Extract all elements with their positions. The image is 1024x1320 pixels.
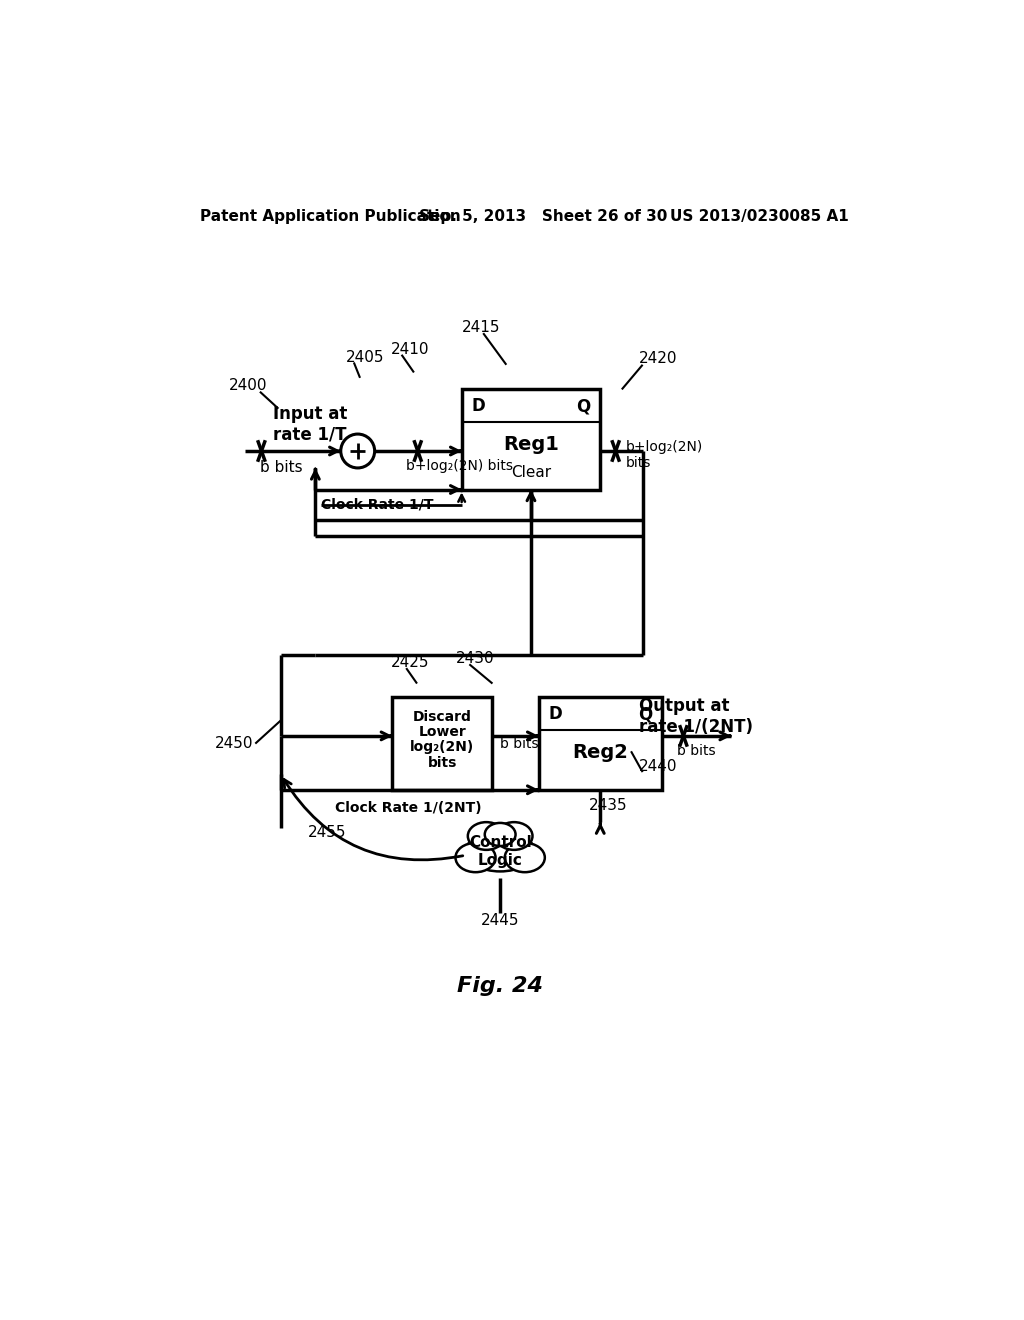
Ellipse shape [505,843,545,873]
Ellipse shape [456,843,496,873]
Text: Control
Logic: Control Logic [469,836,531,867]
Bar [392,697,493,789]
Text: Discard: Discard [413,710,472,725]
Text: D: D [549,705,562,723]
Text: 2400: 2400 [229,378,267,393]
Text: Q: Q [638,705,652,723]
Bar [539,697,662,789]
Text: Input at
rate 1/T: Input at rate 1/T [273,405,347,444]
Text: Output at
rate 1/(2NT): Output at rate 1/(2NT) [639,697,753,737]
Text: Q: Q [577,397,591,416]
Text: Patent Application Publication: Patent Application Publication [200,209,461,223]
Text: Fig. 24: Fig. 24 [457,977,543,997]
Text: Clock Rate 1/(2NT): Clock Rate 1/(2NT) [335,800,481,814]
Text: 2430: 2430 [456,651,495,667]
Text: Clear: Clear [511,465,551,480]
Ellipse shape [468,822,505,850]
Text: b+log₂(2N) bits: b+log₂(2N) bits [407,459,513,474]
Text: US 2013/0230085 A1: US 2013/0230085 A1 [670,209,848,223]
Text: b bits: b bits [260,461,302,475]
Text: b+log₂(2N)
bits: b+log₂(2N) bits [626,440,702,470]
Text: 2420: 2420 [639,351,677,366]
Text: Clock Rate 1/T: Clock Rate 1/T [321,498,433,512]
Text: b bits: b bits [677,744,716,758]
Ellipse shape [496,822,532,850]
Text: log₂(2N): log₂(2N) [411,741,474,755]
Text: 2450: 2450 [215,737,254,751]
Text: 2455: 2455 [307,825,346,840]
Text: 2415: 2415 [462,321,500,335]
Text: Sep. 5, 2013   Sheet 26 of 30: Sep. 5, 2013 Sheet 26 of 30 [419,209,668,223]
Text: 2435: 2435 [589,797,628,813]
Ellipse shape [466,832,535,871]
Text: Reg2: Reg2 [572,743,628,763]
Text: 2405: 2405 [346,350,385,364]
Bar [462,389,600,490]
Text: Reg1: Reg1 [503,436,559,454]
Text: Lower: Lower [419,725,466,739]
Text: b bits: b bits [500,737,539,751]
Text: 2425: 2425 [391,655,429,671]
Text: D: D [472,397,485,416]
Text: 2440: 2440 [639,759,677,775]
Text: bits: bits [428,756,457,770]
Text: 2445: 2445 [481,913,519,928]
Ellipse shape [484,822,515,846]
Text: 2410: 2410 [391,342,429,356]
